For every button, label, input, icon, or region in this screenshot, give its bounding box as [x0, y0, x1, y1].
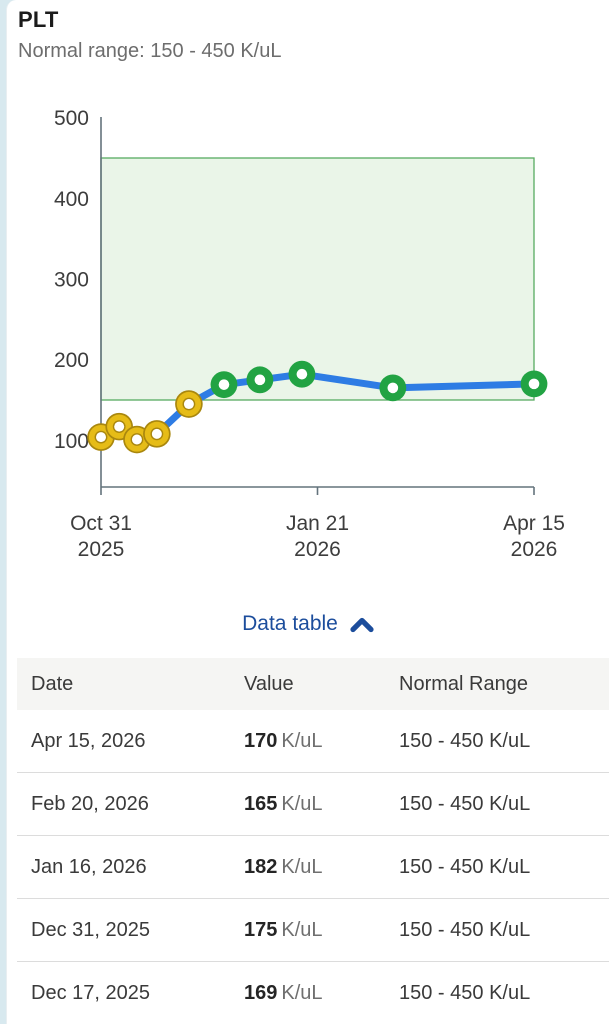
row-date: Feb 20, 2026	[31, 792, 149, 815]
value-unit: K/uL	[281, 918, 323, 941]
value-unit: K/uL	[281, 729, 323, 752]
data-point-hole	[131, 434, 142, 445]
row-normal-range: 150 - 450 K/uL	[399, 792, 531, 815]
row-normal-range: 150 - 450 K/uL	[399, 981, 531, 1004]
column-header-value: Value	[244, 672, 294, 695]
y-axis-label: 400	[54, 188, 89, 211]
chevron-up-icon	[350, 617, 374, 633]
data-table: Date Value Normal Range Apr 15, 2026 170…	[17, 658, 609, 1024]
y-axis-label: 100	[54, 430, 89, 453]
table-header-row: Date Value Normal Range	[17, 658, 609, 710]
data-point-hole	[218, 379, 230, 390]
value-number: 170	[244, 729, 278, 752]
value-number: 175	[244, 918, 278, 941]
data-point-hole	[114, 421, 125, 432]
table-row: Jan 16, 2026 182 K/uL 150 - 450 K/uL	[17, 836, 609, 899]
data-point-hole	[296, 368, 308, 380]
row-normal-range: 150 - 450 K/uL	[399, 855, 531, 878]
table-row: Dec 17, 2025 169 K/uL 150 - 450 K/uL	[17, 962, 609, 1024]
x-axis-label: Apr 15	[503, 512, 565, 535]
row-normal-range: 150 - 450 K/uL	[399, 729, 531, 752]
column-header-date: Date	[31, 672, 74, 695]
x-axis-label: Oct 31	[70, 512, 132, 535]
column-header-normal-range: Normal Range	[399, 672, 528, 695]
value-unit: K/uL	[281, 981, 323, 1004]
value-number: 182	[244, 855, 278, 878]
table-row: Dec 31, 2025 175 K/uL 150 - 450 K/uL	[17, 899, 609, 962]
x-axis-label: 2026	[294, 538, 341, 561]
value-number: 165	[244, 792, 278, 815]
row-value: 165 K/uL	[230, 793, 385, 816]
row-date: Jan 16, 2026	[31, 855, 147, 878]
data-point-hole	[528, 378, 540, 390]
normal-range-band	[100, 157, 535, 401]
value-number: 169	[244, 981, 278, 1004]
data-point-hole	[387, 382, 399, 394]
row-value: 182 K/uL	[230, 856, 385, 879]
value-unit: K/uL	[281, 792, 323, 815]
result-card: PLT Normal range: 150 - 450 K/uL 100 200 3…	[6, 0, 609, 1024]
data-point-hole	[151, 428, 162, 439]
test-name: PLT	[18, 7, 59, 32]
data-table-toggle-label: Data table	[242, 612, 338, 635]
row-value: 169 K/uL	[230, 982, 385, 1005]
row-date: Dec 31, 2025	[31, 918, 150, 941]
data-point-hole	[254, 374, 266, 386]
table-row: Feb 20, 2026 165 K/uL 150 - 450 K/uL	[17, 773, 609, 836]
y-axis-label: 500	[54, 107, 89, 130]
x-axis-label: 2025	[78, 538, 125, 561]
y-axis-label: 200	[54, 349, 89, 372]
row-date: Apr 15, 2026	[31, 729, 146, 752]
value-unit: K/uL	[281, 855, 323, 878]
trend-chart: 100 200 300 400 500 Oct 31 2025 Jan 21 2026 Apr 1…	[1, 95, 609, 565]
row-normal-range: 150 - 450 K/uL	[399, 918, 531, 941]
x-axis-label: Jan 21	[286, 512, 349, 535]
x-axis-label: 2026	[511, 538, 558, 561]
table-row: Apr 15, 2026 170 K/uL 150 - 450 K/uL	[17, 710, 609, 773]
data-point-hole	[96, 432, 106, 443]
data-point-hole	[183, 399, 194, 410]
row-value: 175 K/uL	[230, 919, 385, 942]
data-table-toggle[interactable]: Data table	[242, 612, 375, 636]
row-date: Dec 17, 2025	[31, 981, 150, 1004]
row-value: 170 K/uL	[230, 730, 385, 753]
trend-chart-svg: 100 200 300 400 500 Oct 31 2025 Jan 21 2026 Apr 1…	[54, 107, 565, 561]
normal-range-subtitle: Normal range: 150 - 450 K/uL	[18, 40, 282, 62]
y-axis-label: 300	[54, 269, 89, 292]
data-table-toggle-row: Data table	[7, 612, 609, 636]
